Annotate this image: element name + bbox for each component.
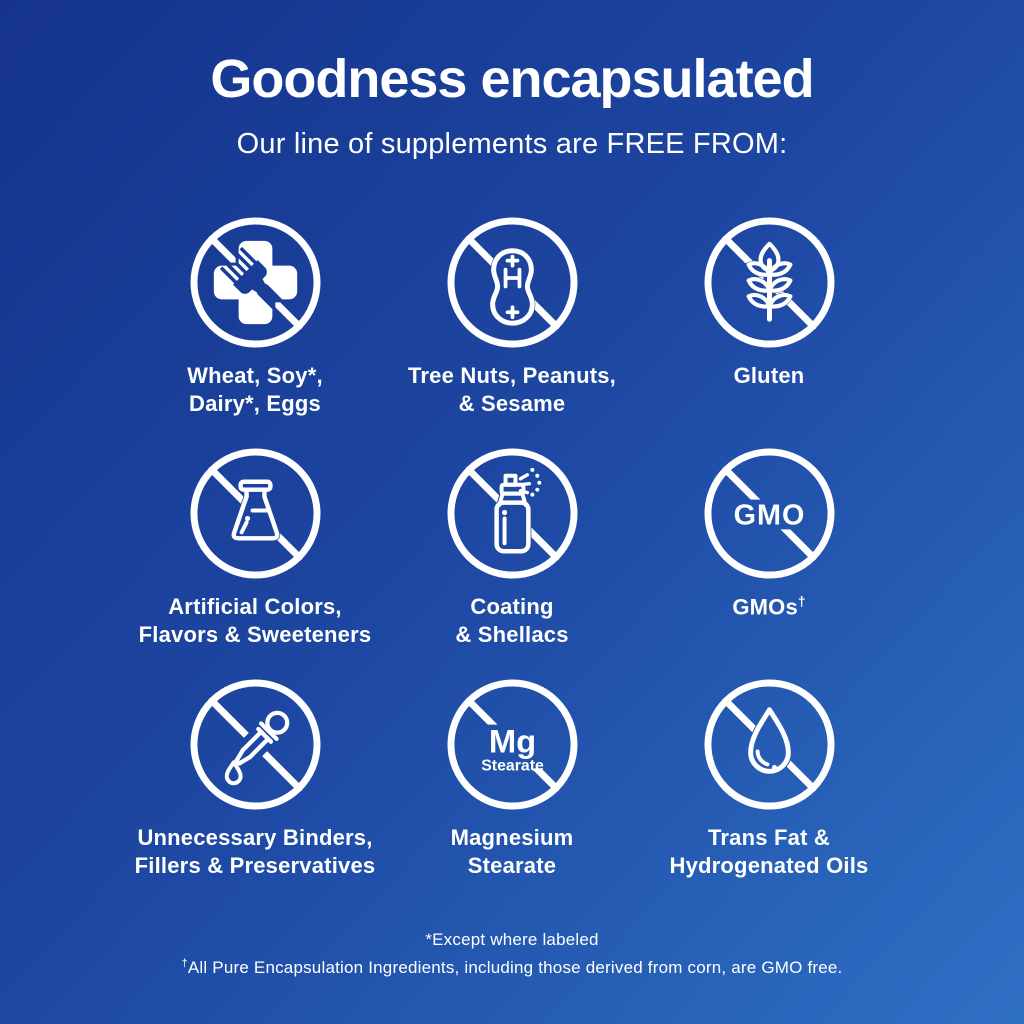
svg-text:Stearate: Stearate [481,757,544,774]
page-subtitle: Our line of supplements are FREE FROM: [236,128,788,161]
no-artificial-flask-icon [189,448,321,579]
grid-item-allergens: Wheat, Soy*, Dairy*, Eggs [127,217,384,418]
grid-item-label: Magnesium Stearate [450,824,574,878]
grid-item-label: Artificial Colors, Flavors & Sweeteners [138,593,372,647]
grid-item-nuts: Tree Nuts, Peanuts, & Sesame [384,217,641,418]
svg-text:GMO: GMO [733,499,805,531]
grid-item-label: Gluten [733,363,805,389]
page-title: Goodness encapsulated [210,49,814,109]
footnote-dagger: †All Pure Encapsulation Ingredients, inc… [181,957,843,977]
grid-item-coating: Coating & Shellacs [384,448,641,649]
svg-text:Mg: Mg [488,722,535,759]
no-allergens-cross-fork-icon [189,217,321,348]
grid-item-binders: Unnecessary Binders, Fillers & Preservat… [127,679,384,880]
grid-item-gmo: GMO GMOs† [641,448,898,649]
no-gluten-wheat-icon [703,217,835,348]
grid-item-label: Tree Nuts, Peanuts, & Sesame [408,363,616,417]
grid-item-mg-stearate: Mg Stearate Magnesium Stearate [384,679,641,880]
no-dropper-icon [189,679,321,810]
no-mg-stearate-icon: Mg Stearate [446,679,578,810]
free-from-grid: Wheat, Soy*, Dairy*, Eggs [0,217,1024,880]
grid-item-trans-fat: Trans Fat & Hydrogenated Oils [641,679,898,880]
no-spray-can-icon [446,448,578,579]
no-peanut-icon [446,217,578,348]
footnote-asterisk: *Except where labeled [425,929,599,949]
infographic-page: Goodness encapsulated Our line of supple… [0,0,1024,982]
grid-item-gluten: Gluten [641,217,898,418]
footnotes: *Except where labeled †All Pure Encapsul… [0,926,1024,982]
grid-item-label: GMOs† [732,593,806,620]
no-gmo-icon: GMO [703,448,835,579]
grid-item-artificial: Artificial Colors, Flavors & Sweeteners [127,448,384,649]
grid-item-label: Coating & Shellacs [455,593,569,647]
grid-item-label: Trans Fat & Hydrogenated Oils [669,824,869,878]
grid-item-label: Unnecessary Binders, Fillers & Preservat… [134,824,376,878]
grid-item-label: Wheat, Soy*, Dairy*, Eggs [187,363,323,417]
no-oil-droplet-icon [703,679,835,810]
